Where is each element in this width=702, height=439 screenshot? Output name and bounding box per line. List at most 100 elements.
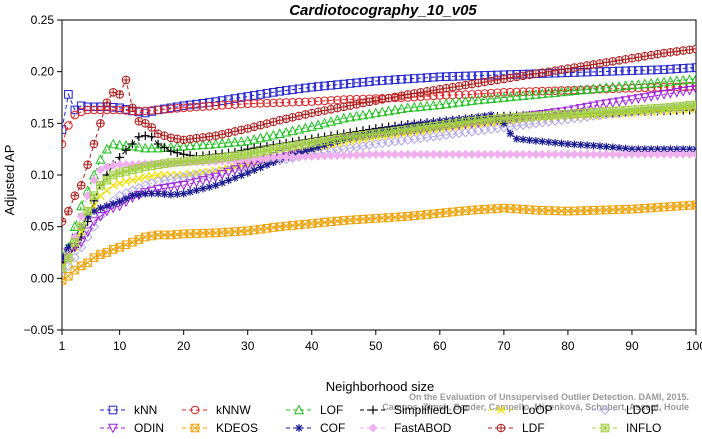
point-simplifiedlof-14 <box>140 131 150 141</box>
legend-label-fastabod: FastABOD <box>394 421 452 434</box>
point-fastabod-47 <box>352 150 362 160</box>
point-lof-55 <box>402 102 413 113</box>
point-knnw-68 <box>486 88 496 98</box>
point-lof-89 <box>620 80 631 91</box>
x-tick-label-100: 100 <box>686 339 702 353</box>
y-tick-label-2: 0.05 <box>31 220 55 234</box>
point-knnw-25 <box>211 101 220 111</box>
point-loop-13 <box>134 174 144 183</box>
point-lof-39 <box>300 122 311 133</box>
point-simplifiedlof-20 <box>179 150 188 159</box>
legend-marker-inflo <box>600 423 610 433</box>
point-knn-41 <box>313 82 323 91</box>
point-lof-56 <box>409 101 420 112</box>
x-tick-label-90: 90 <box>625 339 639 353</box>
point-lof-81 <box>569 85 580 95</box>
point-knn-92 <box>640 65 650 75</box>
point-inflo-1 <box>62 263 67 273</box>
point-knn-25 <box>211 97 220 106</box>
point-inflo-5 <box>83 206 92 216</box>
legend-marker-kdeos <box>190 423 200 433</box>
y-tick-label-0: −0.05 <box>24 323 55 337</box>
point-knnw-35 <box>275 98 285 107</box>
point-cof-18 <box>167 190 175 199</box>
point-knn-37 <box>288 85 297 94</box>
point-ldf-14 <box>140 119 150 128</box>
point-fastabod-32 <box>256 154 266 164</box>
point-lof-70 <box>498 92 510 102</box>
legend-item-kdeos: KDEOS <box>182 421 258 435</box>
point-ldf-1 <box>62 217 67 226</box>
point-knnw-34 <box>269 98 278 108</box>
point-fastabod-90 <box>627 149 637 159</box>
point-knn-47 <box>352 78 361 88</box>
series-kdeos <box>62 200 696 285</box>
point-cof-75 <box>532 137 540 145</box>
point-lof-24 <box>204 139 215 149</box>
point-lof-88 <box>614 80 625 91</box>
point-inflo-7 <box>96 181 105 190</box>
point-knnw-16 <box>153 105 163 115</box>
point-knnw-22 <box>192 102 201 112</box>
point-fastabod-88 <box>614 149 624 159</box>
legend-marker-simplifiedlof <box>368 405 378 415</box>
point-odin-25 <box>210 172 221 183</box>
point-lof-20 <box>178 140 189 151</box>
y-tick-label-3: 0.10 <box>31 168 55 182</box>
y-axis-label: Adjusted AP <box>2 145 17 216</box>
point-fastabod-49 <box>364 150 374 160</box>
point-odin-17 <box>159 184 170 194</box>
y-tick-label-6: 0.25 <box>31 13 55 27</box>
point-lof-33 <box>261 131 273 141</box>
point-fastabod-6 <box>89 175 99 185</box>
point-knnw-21 <box>185 103 195 112</box>
point-knn-53 <box>390 75 400 85</box>
point-fastabod-39 <box>300 152 310 162</box>
point-lof-60 <box>434 99 445 110</box>
point-knnw-27 <box>224 100 233 110</box>
legend-marker-cof <box>295 424 303 432</box>
point-knnw-20 <box>179 103 188 113</box>
point-cof-26 <box>218 179 226 187</box>
point-knn-52 <box>384 75 393 85</box>
point-lof-15 <box>146 142 157 153</box>
point-knnw-24 <box>204 101 214 111</box>
chart-title: Cardiotocography_10_v05 <box>289 2 477 19</box>
point-fastabod-57 <box>416 149 426 159</box>
point-ldf-2 <box>64 206 73 216</box>
point-knn-2 <box>64 90 73 99</box>
point-lof-61 <box>441 98 452 109</box>
point-lof-49 <box>364 108 375 119</box>
point-knnw-26 <box>217 101 227 110</box>
point-lof-51 <box>377 106 388 117</box>
point-ldf-9 <box>108 88 118 97</box>
point-knnw-29 <box>237 99 246 109</box>
point-fastabod-75 <box>531 149 541 159</box>
point-lof-35 <box>274 128 285 138</box>
point-lof-71 <box>505 91 516 102</box>
series-ldf <box>62 44 696 226</box>
point-fastabod-56 <box>409 149 419 159</box>
point-cof-32 <box>256 163 265 172</box>
point-inflo-2 <box>64 253 73 262</box>
point-cof-85 <box>596 142 604 150</box>
point-knnw-36 <box>281 98 291 107</box>
point-lof-7 <box>95 154 106 164</box>
point-knnw-28 <box>230 100 240 109</box>
point-lof-76 <box>537 88 548 99</box>
x-tick-label-1: 1 <box>59 339 66 353</box>
point-lof-48 <box>357 109 369 120</box>
point-ldf-25 <box>211 131 220 141</box>
point-knn-46 <box>345 79 355 88</box>
point-fastabod-85 <box>595 149 605 159</box>
legend-item-inflo: INFLO <box>592 421 661 435</box>
point-fastabod-41 <box>313 151 323 161</box>
point-lof-95 <box>658 76 670 87</box>
point-fastabod-55 <box>403 149 413 159</box>
point-cof-30 <box>243 169 252 177</box>
point-knnw-19 <box>172 104 182 113</box>
point-fastabod-33 <box>262 153 272 163</box>
point-knnw-9 <box>108 105 118 115</box>
point-knnw-6 <box>89 105 99 115</box>
